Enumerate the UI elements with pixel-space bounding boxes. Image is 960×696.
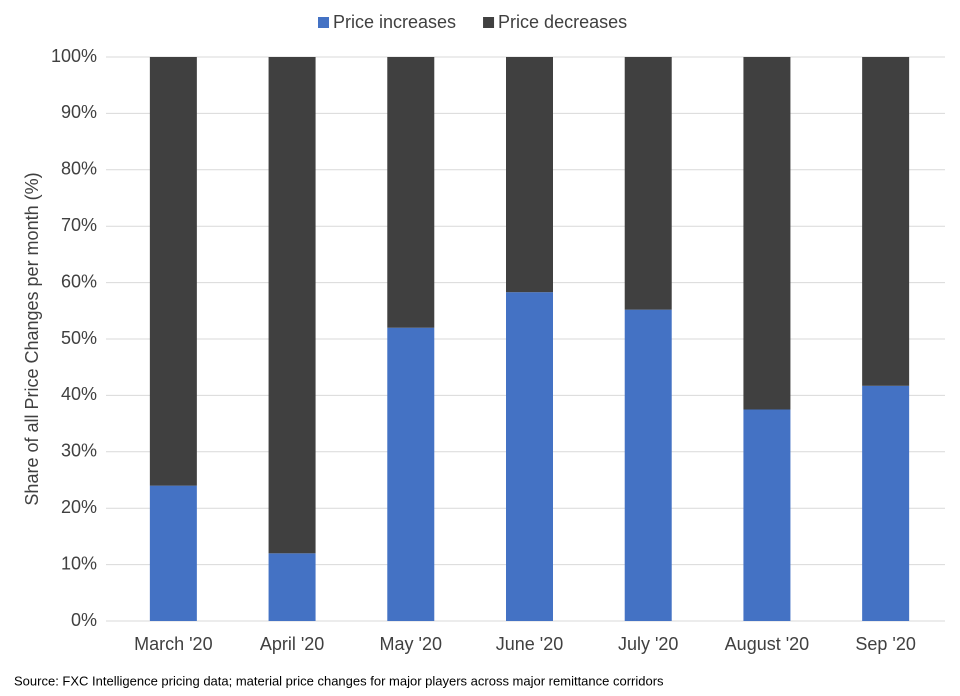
- legend-swatch: [318, 17, 329, 28]
- y-tick-label: 100%: [51, 46, 97, 66]
- bar-segment: [149, 57, 197, 486]
- x-tick-label: August '20: [725, 634, 810, 654]
- bar-segment: [387, 327, 435, 621]
- source-note: Source: FXC Intelligence pricing data; m…: [14, 673, 664, 688]
- y-tick-label: 30%: [61, 441, 97, 461]
- x-tick-label: Sep '20: [855, 634, 916, 654]
- y-tick-label: 20%: [61, 497, 97, 517]
- y-tick-label: 60%: [61, 271, 97, 291]
- x-tick-label: May '20: [380, 634, 442, 654]
- bar-segment: [624, 309, 672, 621]
- y-tick-label: 0%: [71, 610, 97, 630]
- y-tick-label: 90%: [61, 102, 97, 122]
- bar-segment: [743, 57, 791, 410]
- bar-segment: [743, 409, 791, 621]
- x-tick-label: June '20: [496, 634, 564, 654]
- y-tick-label: 50%: [61, 328, 97, 348]
- bar-segment: [268, 57, 316, 554]
- bar-segment: [387, 57, 435, 328]
- bar-segment: [149, 485, 197, 621]
- legend-label: Price increases: [333, 12, 456, 32]
- x-tick-label: April '20: [260, 634, 324, 654]
- bar-segment: [506, 292, 553, 621]
- legend-label: Price decreases: [498, 12, 627, 32]
- y-tick-label: 80%: [61, 159, 97, 179]
- y-tick-label: 10%: [61, 553, 97, 573]
- bar-segment: [862, 385, 910, 621]
- bar-segment: [862, 57, 910, 386]
- bar-segment: [624, 57, 672, 310]
- legend-swatch: [483, 17, 495, 28]
- y-axis-label: Share of all Price Changes per month (%): [22, 172, 42, 505]
- y-tick-label: 70%: [61, 215, 97, 235]
- x-tick-label: March '20: [134, 634, 212, 654]
- x-tick-label: July '20: [618, 634, 678, 654]
- y-tick-label: 40%: [61, 384, 97, 404]
- bar-segment: [268, 553, 316, 621]
- bar-segment: [506, 57, 553, 293]
